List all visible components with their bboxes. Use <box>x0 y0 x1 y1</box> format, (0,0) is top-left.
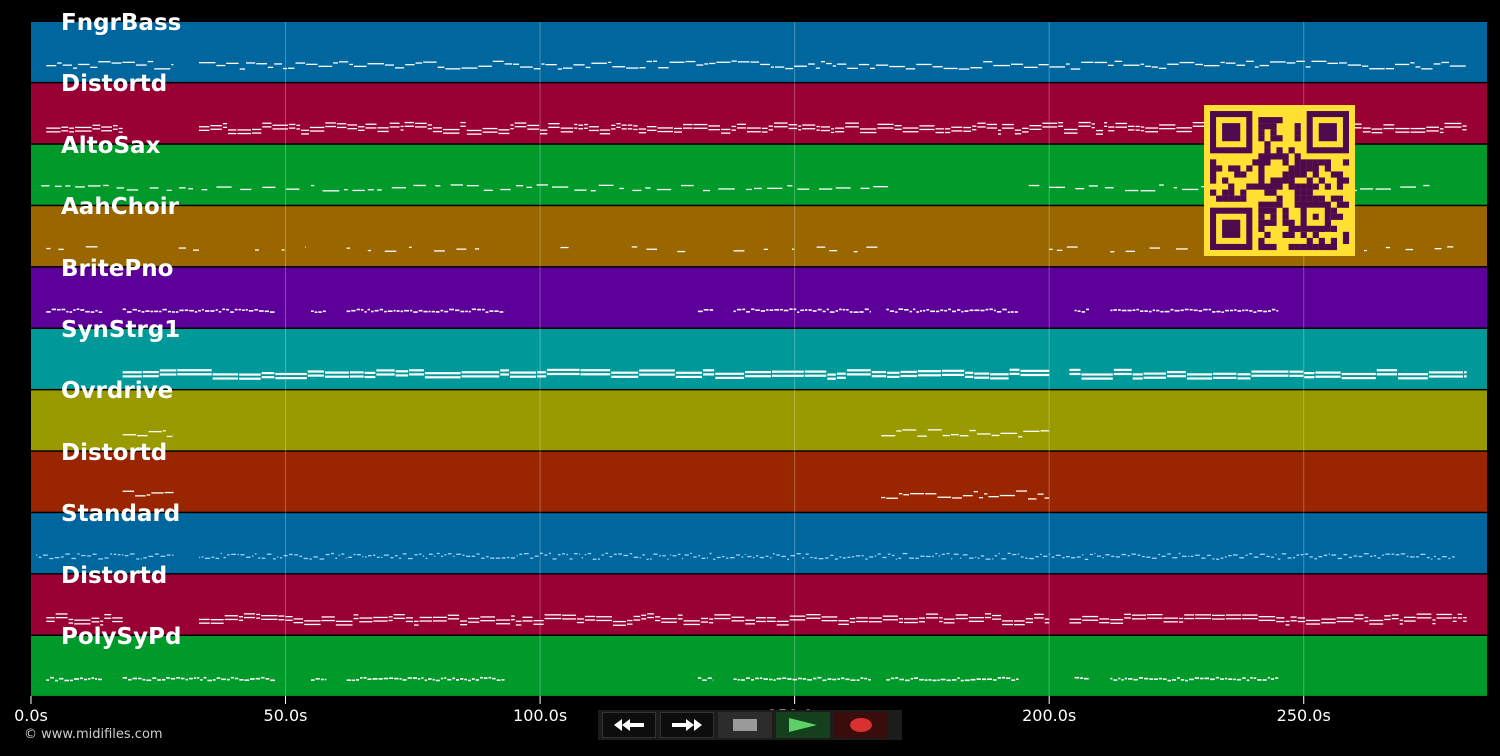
record-button[interactable] <box>834 712 888 738</box>
rewind-button[interactable] <box>602 712 656 738</box>
record-icon <box>850 718 872 732</box>
tick-label: 250.0s <box>1276 706 1331 725</box>
track-lane[interactable] <box>31 451 1487 512</box>
tick-label: 200.0s <box>1022 706 1077 725</box>
track-notes <box>46 676 1279 682</box>
track-notes <box>122 368 1467 380</box>
fast-forward-button[interactable] <box>660 712 714 738</box>
track-lane[interactable] <box>31 636 1487 696</box>
stop-icon <box>733 719 757 731</box>
track-name: AltoSax <box>61 132 161 159</box>
stop-button[interactable] <box>718 712 772 738</box>
tick-label: 0.0s <box>14 706 48 725</box>
track-name: Distortd <box>61 562 168 589</box>
tick-label: 50.0s <box>263 706 308 725</box>
track-lane[interactable] <box>31 267 1487 328</box>
track-lane[interactable] <box>31 574 1487 635</box>
track-notes <box>46 613 1467 626</box>
track-name: Standard <box>61 501 181 528</box>
track-notes <box>36 552 1457 560</box>
track-notes <box>122 429 1050 438</box>
play-button[interactable] <box>776 712 830 738</box>
track-name: Distortd <box>61 71 168 98</box>
track-lane[interactable] <box>31 22 1487 82</box>
track-name: Distortd <box>61 439 168 466</box>
track-lane[interactable] <box>31 513 1487 574</box>
fast-forward-icon <box>672 719 702 731</box>
rewind-icon <box>614 719 644 731</box>
track-name: BritePno <box>61 255 174 282</box>
track-lane[interactable] <box>31 329 1487 389</box>
track-name: FngrBass <box>61 10 182 36</box>
track-notes <box>122 490 1050 500</box>
track-name: Ovrdrive <box>61 378 174 405</box>
track-notes <box>46 308 1279 313</box>
track-name: AahChoir <box>61 194 179 221</box>
track-lane[interactable] <box>31 390 1487 451</box>
transport-controls <box>598 710 902 740</box>
qr-code-icon[interactable] <box>1204 105 1355 256</box>
play-icon <box>789 718 817 732</box>
track-name: SynStrg1 <box>61 317 181 343</box>
tick-label: 100.0s <box>513 706 568 725</box>
copyright-text: © www.midifiles.com <box>24 727 163 742</box>
track-name: PolySyPd <box>61 624 182 650</box>
track-notes <box>46 60 1466 70</box>
